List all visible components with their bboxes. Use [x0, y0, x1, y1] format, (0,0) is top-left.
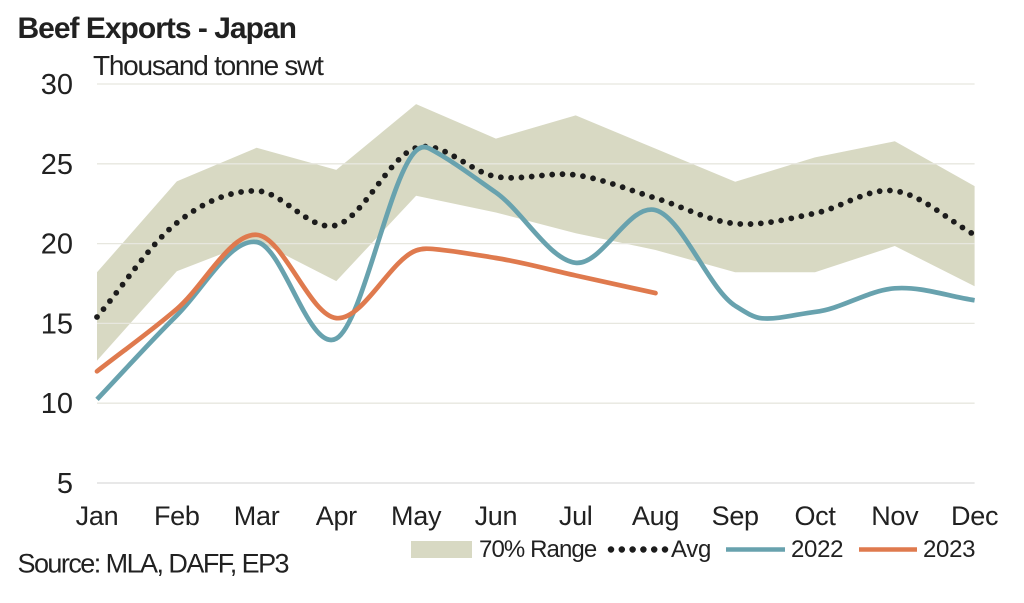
svg-text:2023: 2023: [923, 536, 975, 563]
svg-text:5: 5: [57, 468, 73, 500]
svg-text:20: 20: [41, 229, 73, 261]
svg-text:10: 10: [41, 388, 73, 420]
svg-text:Apr: Apr: [316, 501, 357, 531]
svg-text:2022: 2022: [791, 536, 843, 563]
svg-text:Jan: Jan: [76, 501, 119, 531]
svg-text:Thousand tonne swt: Thousand tonne swt: [93, 50, 324, 81]
svg-text:Dec: Dec: [951, 501, 998, 531]
svg-text:Aug: Aug: [632, 501, 679, 531]
svg-text:Beef Exports - Japan: Beef Exports - Japan: [18, 12, 296, 45]
svg-text:May: May: [391, 501, 442, 531]
svg-text:Feb: Feb: [154, 501, 200, 531]
svg-text:30: 30: [41, 69, 73, 101]
svg-text:Sep: Sep: [712, 501, 759, 531]
svg-text:Jul: Jul: [559, 501, 593, 531]
svg-text:Avg: Avg: [671, 536, 711, 563]
svg-text:70% Range: 70% Range: [479, 536, 597, 563]
svg-text:Nov: Nov: [871, 501, 919, 531]
svg-text:Mar: Mar: [234, 501, 280, 531]
svg-text:Jun: Jun: [475, 501, 518, 531]
svg-text:Source: MLA, DAFF, EP3: Source: MLA, DAFF, EP3: [18, 548, 289, 578]
svg-text:25: 25: [41, 149, 73, 181]
svg-text:15: 15: [41, 308, 73, 340]
svg-text:Oct: Oct: [794, 501, 836, 531]
